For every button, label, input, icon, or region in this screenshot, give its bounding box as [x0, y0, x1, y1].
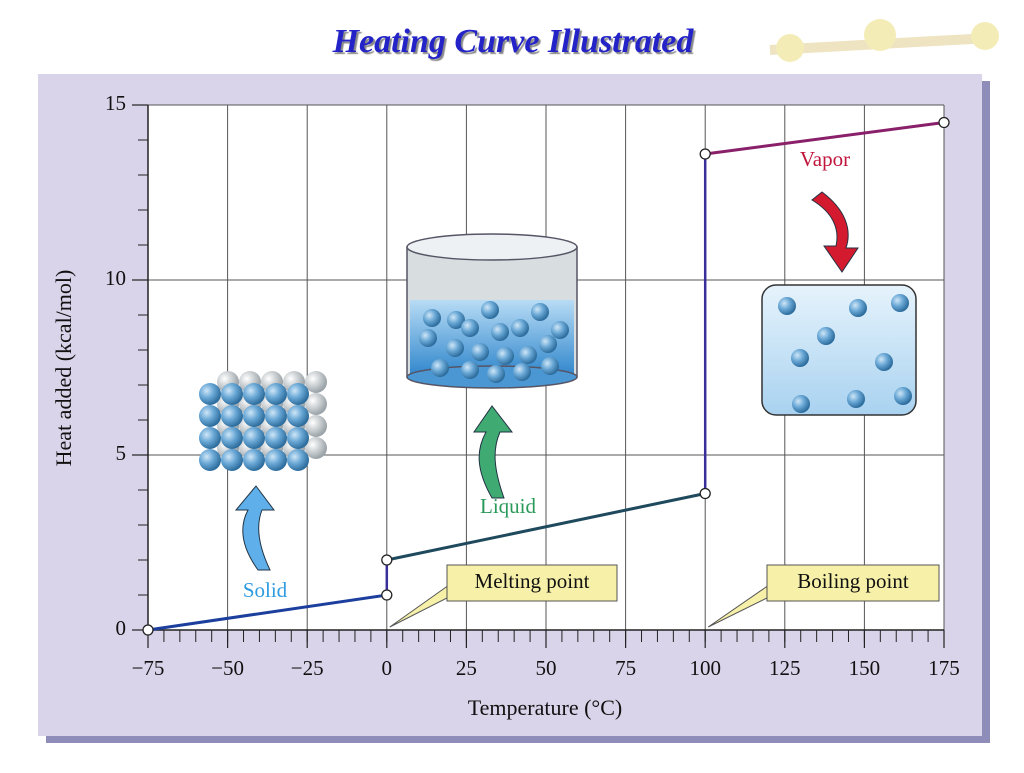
ball [513, 363, 531, 381]
x-tick-label: −50 [211, 656, 244, 680]
ball [817, 327, 835, 345]
point-marker [381, 554, 393, 566]
solid-illustration [199, 371, 327, 471]
point-marker [699, 487, 711, 500]
y-tick-label: 5 [116, 441, 127, 465]
point-marker [381, 589, 393, 601]
ball [305, 437, 327, 459]
callout-box [766, 564, 940, 602]
ball [792, 395, 810, 413]
ball [221, 449, 243, 471]
ball [461, 319, 479, 337]
ball [496, 347, 514, 365]
point-marker [938, 116, 950, 129]
ball [847, 390, 865, 408]
ball [243, 449, 265, 471]
ball [199, 427, 221, 449]
ball [541, 357, 559, 375]
ball [891, 294, 909, 312]
ball [265, 449, 287, 471]
x-tick-label: 125 [769, 656, 801, 680]
y-tick-label: 15 [105, 91, 126, 115]
ball [265, 427, 287, 449]
ball [419, 329, 437, 347]
callout-box [446, 564, 618, 602]
y-tick-label: 10 [105, 266, 126, 290]
x-tick-label: 75 [615, 656, 636, 680]
y-tick-label: 0 [116, 616, 127, 640]
ball [519, 346, 537, 364]
ball [199, 383, 221, 405]
ball [446, 339, 464, 357]
ball [423, 309, 441, 327]
x-tick-label: −75 [132, 656, 165, 680]
point-marker [142, 624, 154, 636]
ball [539, 335, 557, 353]
series-line [147, 593, 388, 632]
x-tick-label: 150 [849, 656, 881, 680]
callout-text: Melting point [475, 569, 590, 593]
ball [221, 405, 243, 427]
x-tick-label: 0 [382, 656, 393, 680]
ball [243, 405, 265, 427]
ball [199, 449, 221, 471]
series-label: Liquid [480, 494, 536, 518]
ball [481, 301, 499, 319]
x-axis-label: Temperature (°C) [468, 695, 622, 720]
ball [287, 427, 309, 449]
ball [431, 359, 449, 377]
arrows [234, 191, 859, 571]
ball [221, 383, 243, 405]
ball [243, 383, 265, 405]
ball [894, 387, 912, 405]
ball [447, 311, 465, 329]
ball [305, 415, 327, 437]
ball [471, 343, 489, 361]
chart-title: Heating Curve Illustrated [332, 23, 695, 60]
ball [199, 405, 221, 427]
ball [461, 361, 479, 379]
series-line [705, 121, 945, 156]
callout-text: Boiling point [797, 569, 909, 593]
ball [875, 353, 893, 371]
x-tick-label: 50 [536, 656, 557, 680]
ball [265, 383, 287, 405]
series-line [386, 492, 706, 562]
point-marker [699, 148, 711, 160]
ball [265, 405, 287, 427]
vapor-illustration [761, 284, 917, 416]
ball [287, 449, 309, 471]
ball [511, 319, 529, 337]
ball [287, 405, 309, 427]
y-axis-label: Heat added (kcal/mol) [51, 270, 76, 467]
x-tick-label: −25 [291, 656, 324, 680]
ball [243, 427, 265, 449]
ball [221, 427, 243, 449]
ball [531, 303, 549, 321]
ball [849, 299, 867, 317]
ball [305, 393, 327, 415]
series-label: Vapor [800, 147, 850, 171]
ball [778, 297, 796, 315]
ball [487, 365, 505, 383]
x-tick-label: 100 [689, 656, 721, 680]
molecule-decoration [769, 19, 999, 62]
x-tick-label: 175 [928, 656, 960, 680]
ball [551, 321, 569, 339]
ball [791, 349, 809, 367]
series-label: Solid [243, 578, 288, 602]
ball [305, 371, 327, 393]
ball [491, 323, 509, 341]
ball [287, 383, 309, 405]
x-tick-label: 25 [456, 656, 477, 680]
data-layer: Solid Liquid Vapor Melting point Boiling poi… [142, 116, 950, 636]
